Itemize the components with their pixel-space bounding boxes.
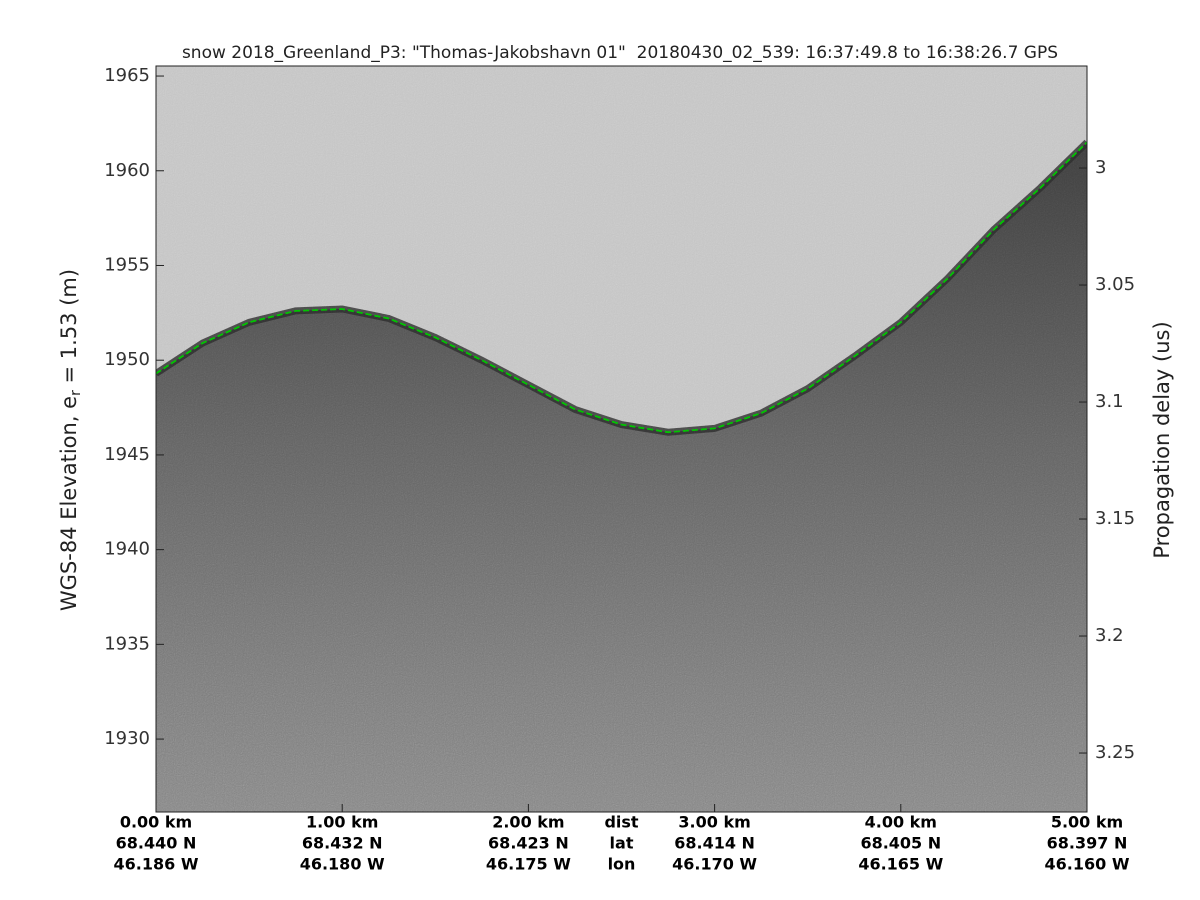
speckle xyxy=(156,66,1087,812)
lon-label: 46.165 W xyxy=(858,855,943,874)
row-label: lat xyxy=(610,834,634,853)
lat-label: 68.440 N xyxy=(116,834,197,853)
y2-tick-label: 3.15 xyxy=(1095,508,1135,529)
y-label-part: WGS-84 Elevation, e xyxy=(57,396,81,611)
x-tick-label: 5.00 km xyxy=(1051,813,1123,832)
x-tick-label: 4.00 km xyxy=(865,813,937,832)
x-tick-label: 3.00 km xyxy=(678,813,750,832)
y2-tick-label: 3.2 xyxy=(1095,625,1124,646)
lon-label: 46.186 W xyxy=(114,855,199,874)
axes: 1930 1935 1940 1945 1950 1955 1960 1965 3 3.05 3.1… xyxy=(104,65,1135,873)
x-tick-label: 2.00 km xyxy=(492,813,564,832)
y-tick-label: 1955 xyxy=(104,254,150,275)
lat-label: 68.405 N xyxy=(860,834,941,853)
row-label: lon xyxy=(608,855,636,874)
y-tick-label: 1935 xyxy=(104,633,150,654)
lat-label: 68.414 N xyxy=(674,834,755,853)
lon-label: 46.170 W xyxy=(672,855,757,874)
x-tick-label: 1.00 km xyxy=(306,813,378,832)
y2-axis-label: Propagation delay (us) xyxy=(1150,321,1174,558)
y2-tick-label: 3.1 xyxy=(1095,391,1124,412)
y-tick-label: 1945 xyxy=(104,444,150,465)
y-tick-label: 1960 xyxy=(104,160,150,181)
row-label: dist xyxy=(604,813,638,832)
lat-label: 68.432 N xyxy=(302,834,383,853)
lat-label: 68.397 N xyxy=(1047,834,1128,853)
y-tick-label: 1965 xyxy=(104,65,150,86)
y-tick-label: 1930 xyxy=(104,728,150,749)
y2-tick-label: 3.05 xyxy=(1095,274,1135,295)
y-label-part: = 1.53 (m) xyxy=(57,269,81,390)
y2-tick-label: 3 xyxy=(1095,157,1106,178)
plot-frame xyxy=(155,65,1088,813)
chart-title: snow 2018_Greenland_P3: "Thomas-Jakobsha… xyxy=(182,43,1058,63)
lon-label: 46.160 W xyxy=(1045,855,1130,874)
lon-label: 46.180 W xyxy=(300,855,385,874)
y2-tick-label: 3.25 xyxy=(1095,742,1135,763)
y-label-subscript: r xyxy=(68,390,84,396)
y-axis-label: WGS-84 Elevation, er = 1.53 (m) xyxy=(57,269,84,611)
y-tick-label: 1940 xyxy=(104,539,150,560)
y-tick-label: 1950 xyxy=(104,349,150,370)
lon-label: 46.175 W xyxy=(486,855,571,874)
lat-label: 68.423 N xyxy=(488,834,569,853)
x-tick-label: 0.00 km xyxy=(120,813,192,832)
